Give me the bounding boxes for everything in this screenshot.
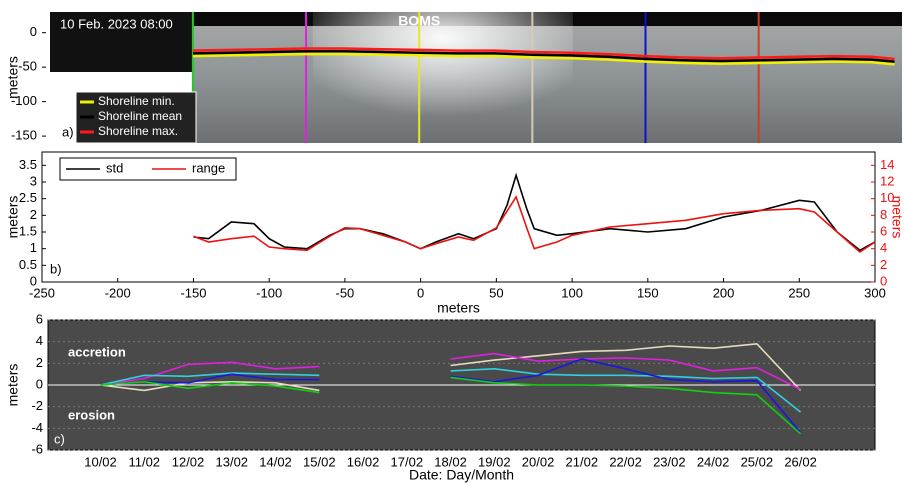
y2-axis-label: meters [889,196,904,239]
y-axis-label: meters [5,196,21,239]
y-tick-label: 3 [30,173,37,188]
annotation: BOMS [398,13,440,29]
x-tick-label: 20/02 [522,454,555,469]
x-tick-label: -250 [29,285,55,300]
series-line [100,376,802,435]
y-axis-label: meters [5,364,21,407]
y-tick-label: 0 [30,24,37,39]
y-tick-label: 4 [36,333,43,348]
y-tick-label: -4 [31,420,43,435]
y-tick-label: 6 [36,311,43,326]
x-tick-label: 300 [864,285,886,300]
x-tick-label: -150 [180,285,206,300]
timestamp: 10 Feb. 2023 08:00 [60,16,173,31]
series-line [192,47,895,61]
x-tick-label: 12/02 [172,454,205,469]
y-tick-label: -6 [31,441,43,456]
y-tick-label: 0 [36,376,43,391]
y2-tick-label: 10 [880,190,894,205]
x-tick-label: 100 [561,285,583,300]
y-tick-label: 0 [30,273,37,288]
annotation: erosion [68,407,115,422]
x-tick-label: 17/02 [391,454,424,469]
y2-tick-label: 14 [880,157,894,172]
series-line [192,52,895,66]
x-tick-label: 250 [788,285,810,300]
y2-tick-label: 12 [880,173,894,188]
x-tick-label: 23/02 [653,454,686,469]
y2-tick-label: 2 [880,257,887,272]
y-tick-label: 3.5 [19,157,37,172]
x-tick-label: 13/02 [216,454,249,469]
y-tick-label: 1 [30,240,37,255]
legend-label: std [106,160,123,175]
x-tick-label: 10/02 [84,454,117,469]
x-tick-label: 18/02 [434,454,467,469]
annotation: accretion [68,344,126,359]
y-tick-label: -50 [18,59,37,74]
series-line [100,352,801,391]
photo-glare [312,12,573,143]
legend-label: range [192,160,225,175]
x-tick-label: 50 [489,285,503,300]
x-tick-label: 200 [713,285,735,300]
y-tick-label: 2 [36,355,43,370]
legend-label: Shoreline mean [98,109,182,123]
y2-tick-label: 0 [880,273,887,288]
x-tick-label: 26/02 [784,454,817,469]
series-line [193,195,876,254]
y-axis-label: meters [5,56,21,99]
x-tick-label: 14/02 [259,454,292,469]
legend-label: Shoreline max. [98,124,178,138]
y-tick-label: 2 [30,207,37,222]
y-tick-label: -100 [11,93,37,108]
x-tick-label: 16/02 [347,454,380,469]
legend-box [75,91,197,144]
y-tick-label: 2.5 [19,190,37,205]
x-tick-label: 19/02 [478,454,511,469]
series-line [100,342,802,392]
panel-label: a) [62,124,74,139]
panel-label: c) [54,431,65,446]
y-tick-label: -2 [31,398,43,413]
x-axis-label: meters [437,300,480,316]
y2-tick-label: 6 [880,223,887,238]
panel-label: b) [50,261,62,276]
x-tick-label: -200 [105,285,131,300]
y2-tick-label: 4 [880,240,887,255]
y-tick-label: -150 [11,128,37,143]
x-tick-label: -100 [256,285,282,300]
y2-tick-label: 8 [880,207,887,222]
photo-left [50,12,193,72]
x-tick-label: 0 [417,285,424,300]
y-tick-label: 0.5 [19,257,37,272]
series-line [192,50,895,63]
x-tick-label: 150 [637,285,659,300]
legend-box [59,157,237,181]
series-line [100,367,802,413]
x-tick-label: 11/02 [128,454,160,469]
x-tick-label: 22/02 [609,454,642,469]
x-tick-label: 24/02 [697,454,730,469]
x-tick-label: 25/02 [741,454,774,469]
x-axis-label: Date: Day/Month [409,467,514,483]
x-tick-label: -50 [336,285,355,300]
y-tick-label: 1.5 [19,223,37,238]
x-tick-label: 15/02 [303,454,336,469]
x-tick-label: 21/02 [566,454,599,469]
legend-label: Shoreline min. [98,94,175,108]
